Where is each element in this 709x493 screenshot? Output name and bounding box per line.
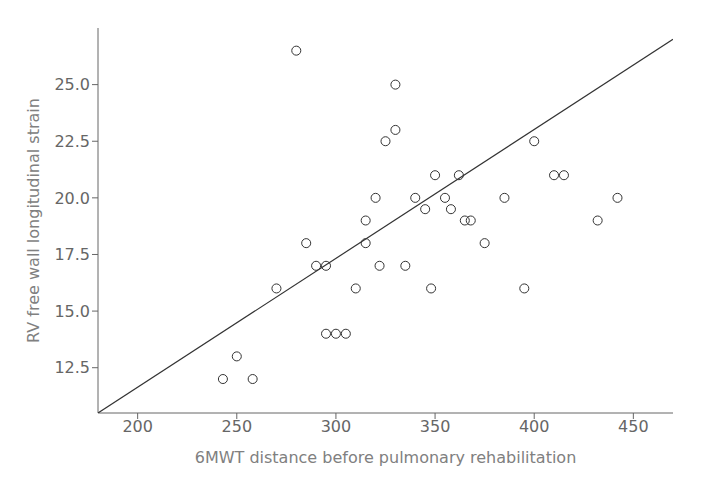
svg-text:300: 300 — [321, 417, 352, 436]
svg-text:20.0: 20.0 — [54, 189, 90, 208]
svg-text:15.0: 15.0 — [54, 302, 90, 321]
svg-text:450: 450 — [618, 417, 649, 436]
svg-text:250: 250 — [222, 417, 253, 436]
svg-text:22.5: 22.5 — [54, 132, 90, 151]
svg-text:25.0: 25.0 — [54, 75, 90, 94]
svg-text:6MWT distance before pulmonary: 6MWT distance before pulmonary rehabilit… — [195, 448, 577, 467]
svg-text:400: 400 — [519, 417, 550, 436]
svg-text:RV free wall longitudinal stra: RV free wall longitudinal strain — [24, 98, 43, 343]
svg-text:200: 200 — [122, 417, 153, 436]
svg-text:12.5: 12.5 — [54, 358, 90, 377]
svg-text:17.5: 17.5 — [54, 245, 90, 264]
svg-text:350: 350 — [420, 417, 451, 436]
